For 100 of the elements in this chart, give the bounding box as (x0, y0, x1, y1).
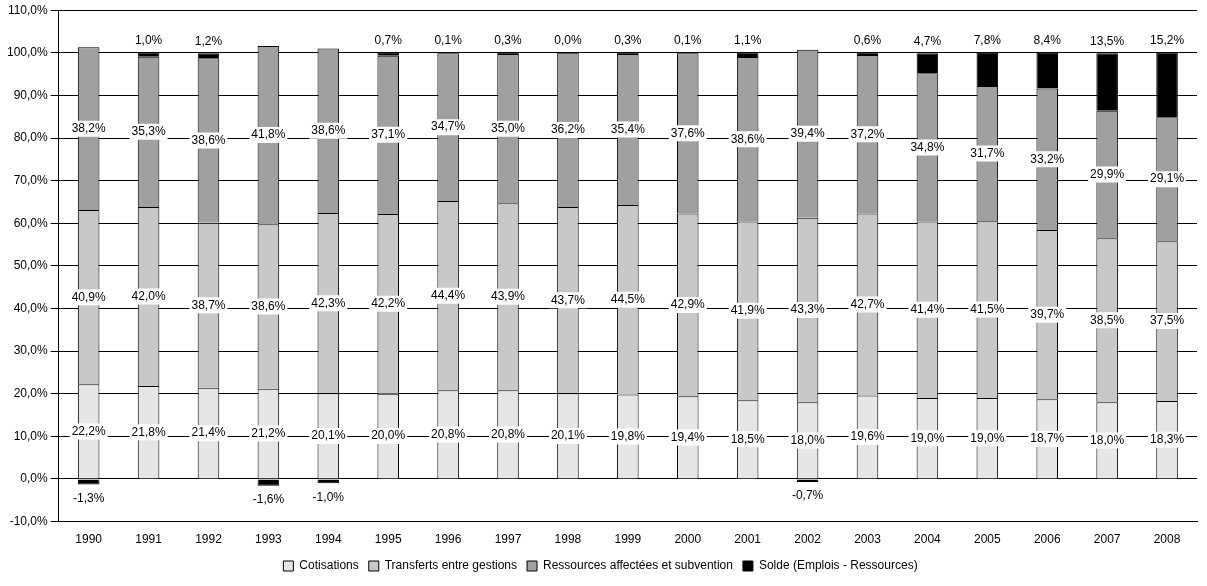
y-tick-label: 60,0% (13, 215, 49, 230)
x-tick-label: 2002 (794, 532, 822, 547)
data-label: 19,8% (610, 428, 646, 443)
data-label: 29,9% (1090, 166, 1125, 181)
x-tick-label: 1994 (314, 532, 342, 547)
data-label: 38,6% (191, 132, 226, 147)
data-label: 0,3% (494, 33, 523, 48)
legend-label: Cotisations (299, 558, 359, 573)
x-tick-label: 2004 (914, 532, 942, 547)
x-tick-label: 1995 (374, 532, 402, 547)
data-label: 15,2% (1150, 32, 1185, 47)
y-tick-label: 80,0% (13, 130, 49, 145)
data-label: 39,4% (790, 126, 825, 141)
data-label: 41,9% (730, 303, 766, 318)
data-label: 19,0% (910, 430, 945, 445)
x-tick-label: 2001 (734, 532, 762, 547)
x-tick-label: 2006 (1033, 532, 1061, 547)
y-tick-label: 90,0% (13, 87, 49, 102)
data-label: 43,3% (790, 302, 825, 317)
data-label: 4,7% (913, 33, 942, 48)
data-label: 38,7% (191, 297, 226, 312)
y-tick-label: 100,0% (7, 45, 49, 60)
data-label: 20,1% (550, 428, 586, 443)
data-label: 1,1% (733, 32, 762, 47)
data-label: -1,3% (72, 490, 105, 505)
data-label: 33,2% (1030, 151, 1065, 166)
data-label: 34,7% (431, 119, 466, 134)
data-label: 18,0% (790, 432, 825, 447)
data-label: 37,1% (371, 127, 406, 142)
data-label: 18,3% (1150, 432, 1185, 447)
data-label: 18,7% (1030, 431, 1065, 446)
y-tick-label: 20,0% (13, 386, 49, 401)
data-label: 38,2% (71, 120, 106, 135)
data-label: -1,0% (312, 489, 345, 504)
data-label: 20,0% (371, 428, 406, 443)
data-label: 21,8% (131, 424, 166, 439)
x-tick-label: 1991 (135, 532, 163, 547)
data-label: 1,2% (194, 33, 223, 48)
data-label: 42,3% (311, 295, 346, 310)
data-label: 20,1% (311, 428, 346, 443)
x-tick-label: 1992 (195, 532, 223, 547)
data-label: 0,1% (434, 33, 463, 48)
data-label: 20,8% (491, 426, 526, 441)
data-label: 18,5% (730, 431, 766, 446)
x-tick-label: 1999 (614, 532, 642, 547)
data-label: 29,1% (1150, 171, 1185, 186)
x-tick-label: 2007 (1093, 532, 1121, 547)
data-label: 21,2% (251, 425, 286, 440)
data-label: 42,0% (131, 288, 166, 303)
y-tick-label: 40,0% (13, 300, 49, 315)
y-tick-label: -10,0% (9, 513, 49, 528)
data-label: 37,6% (670, 125, 706, 140)
data-label: 22,2% (71, 423, 106, 438)
y-tick-label: 10,0% (13, 428, 49, 443)
legend-label: Transferts entre gestions (384, 558, 518, 573)
x-tick-label: 1993 (255, 532, 283, 547)
data-label: 19,0% (970, 430, 1005, 445)
data-label: 35,0% (491, 120, 526, 135)
x-tick-label: 2000 (674, 532, 702, 547)
data-label: 7,8% (973, 33, 1002, 48)
data-label: 40,9% (71, 289, 106, 304)
data-label: 43,9% (491, 289, 526, 304)
data-label: 36,2% (550, 122, 586, 137)
data-label: 39,7% (1030, 307, 1065, 322)
data-label: 38,6% (251, 298, 286, 313)
data-label: 18,0% (1090, 432, 1125, 447)
data-label: 0,3% (614, 33, 642, 48)
x-tick-label: 2008 (1153, 532, 1181, 547)
data-label: 38,5% (1090, 312, 1125, 327)
data-label: 35,4% (610, 121, 646, 136)
data-label: 41,5% (970, 301, 1005, 316)
data-label: 0,1% (674, 33, 702, 48)
data-label: 0,7% (374, 33, 403, 48)
data-label: 21,4% (191, 425, 226, 440)
y-tick-label: 70,0% (13, 172, 49, 187)
data-label: 19,4% (670, 429, 706, 444)
x-tick-label: 1996 (434, 532, 462, 547)
x-tick-label: 2003 (854, 532, 882, 547)
data-label: 41,4% (910, 302, 945, 317)
data-label: 8,4% (1033, 33, 1062, 48)
data-label: 44,4% (431, 288, 466, 303)
data-label: -0,7% (791, 488, 824, 503)
data-label: 13,5% (1090, 33, 1125, 48)
data-label: 38,6% (730, 131, 766, 146)
data-label: 41,8% (251, 127, 286, 142)
data-label: 42,2% (371, 296, 406, 311)
data-label: 31,7% (970, 145, 1005, 160)
data-label: -1,6% (252, 492, 285, 507)
data-label: 0,6% (853, 32, 882, 47)
legend-label: Solde (Emplois - Ressources) (758, 558, 918, 573)
data-label: 0,0% (554, 33, 582, 48)
data-label: 37,5% (1150, 313, 1185, 328)
data-label: 37,2% (850, 126, 885, 141)
data-label: 42,7% (850, 296, 885, 311)
data-label: 42,9% (670, 297, 706, 312)
data-label: 20,8% (431, 426, 466, 441)
x-tick-label: 1998 (554, 532, 582, 547)
data-label: 35,3% (131, 124, 166, 139)
x-tick-label: 2005 (973, 532, 1001, 547)
data-label: 1,0% (134, 32, 163, 47)
